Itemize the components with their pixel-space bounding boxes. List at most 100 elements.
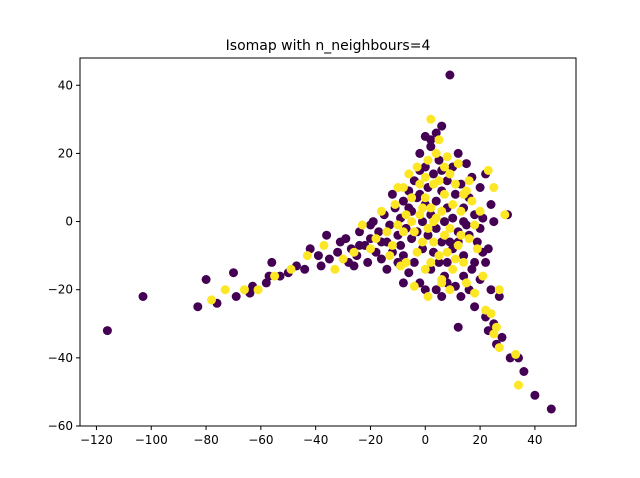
y-tick-label: −40 — [48, 351, 73, 365]
data-point-class-0 — [398, 278, 408, 288]
data-point-class-1 — [448, 264, 458, 274]
data-point-class-0 — [486, 285, 496, 295]
data-point-class-1 — [396, 261, 406, 271]
data-point-class-0 — [437, 237, 447, 247]
data-point-class-1 — [437, 206, 447, 216]
data-point-class-1 — [489, 183, 499, 192]
data-point-class-0 — [453, 322, 463, 332]
data-point-class-1 — [440, 189, 449, 199]
data-point-class-0 — [138, 292, 148, 301]
data-point-class-1 — [407, 217, 417, 227]
data-point-class-0 — [385, 220, 395, 230]
data-point-class-1 — [514, 380, 523, 390]
data-point-class-1 — [398, 227, 408, 237]
x-tick-label: −100 — [135, 433, 168, 447]
data-point-class-1 — [448, 200, 458, 209]
data-point-class-1 — [385, 251, 395, 261]
data-point-class-0 — [423, 230, 433, 240]
data-point-class-1 — [431, 148, 441, 158]
data-point-class-0 — [398, 251, 408, 261]
data-point-class-1 — [371, 234, 381, 244]
data-point-class-1 — [426, 257, 436, 267]
data-point-class-0 — [201, 275, 211, 284]
data-point-class-0 — [431, 128, 441, 138]
data-point-class-0 — [305, 244, 315, 254]
data-point-class-0 — [470, 257, 480, 267]
data-point-class-1 — [429, 237, 438, 247]
data-point-class-1 — [459, 257, 469, 267]
data-point-class-1 — [464, 176, 474, 186]
data-point-class-0 — [437, 121, 447, 131]
data-point-class-1 — [270, 271, 280, 281]
data-point-class-1 — [382, 227, 392, 237]
data-point-class-1 — [426, 114, 436, 124]
data-point-class-0 — [475, 183, 485, 192]
data-point-class-0 — [415, 148, 425, 158]
data-point-class-1 — [239, 285, 249, 295]
data-point-class-0 — [486, 200, 496, 209]
data-point-class-0 — [546, 404, 556, 414]
data-point-class-0 — [267, 257, 277, 267]
chart-title: Isomap with n_neighbours=4 — [226, 38, 431, 54]
data-point-class-1 — [453, 240, 463, 250]
data-point-class-1 — [450, 254, 460, 264]
y-tick-label: −20 — [48, 283, 73, 297]
data-point-class-0 — [102, 326, 112, 336]
data-point-class-1 — [459, 189, 469, 199]
data-point-class-0 — [300, 264, 310, 274]
data-point-class-1 — [393, 183, 403, 192]
data-point-class-0 — [497, 332, 507, 342]
data-point-class-0 — [322, 230, 332, 240]
data-point-class-1 — [445, 285, 455, 295]
data-point-class-1 — [418, 237, 427, 247]
data-point-class-0 — [396, 240, 406, 250]
data-point-class-0 — [366, 220, 375, 230]
x-tick-label: −120 — [80, 433, 113, 447]
data-point-class-1 — [445, 169, 455, 179]
data-point-class-1 — [470, 288, 480, 298]
data-point-class-1 — [472, 244, 482, 254]
data-point-class-1 — [418, 203, 427, 213]
data-point-class-0 — [530, 390, 540, 400]
data-point-class-0 — [374, 227, 384, 237]
data-point-class-0 — [519, 367, 529, 376]
y-tick-label: −60 — [48, 419, 73, 433]
data-point-class-0 — [229, 268, 238, 278]
data-point-class-1 — [420, 264, 430, 274]
data-point-class-0 — [261, 278, 271, 288]
data-point-class-0 — [459, 271, 469, 281]
data-point-class-1 — [401, 210, 411, 220]
data-point-class-0 — [478, 213, 488, 223]
y-tick-label: 40 — [58, 78, 73, 92]
data-point-class-0 — [418, 217, 427, 227]
plot-area — [80, 58, 576, 426]
data-point-class-1 — [445, 223, 455, 233]
data-point-class-0 — [437, 292, 447, 301]
data-point-class-1 — [434, 176, 444, 186]
data-point-class-0 — [456, 292, 466, 301]
data-point-class-1 — [434, 135, 444, 145]
data-point-class-0 — [420, 162, 430, 172]
data-point-class-1 — [486, 309, 496, 319]
data-point-class-1 — [464, 234, 474, 244]
data-point-class-1 — [412, 247, 422, 257]
data-point-class-0 — [434, 155, 444, 165]
data-point-class-0 — [440, 217, 449, 227]
data-point-class-0 — [398, 196, 408, 206]
data-point-class-1 — [456, 206, 466, 216]
data-point-class-1 — [470, 220, 480, 230]
data-point-class-0 — [459, 251, 469, 261]
data-point-class-0 — [193, 302, 203, 312]
data-point-class-1 — [390, 200, 400, 209]
data-point-class-1 — [450, 179, 460, 189]
data-point-class-0 — [316, 261, 326, 271]
data-point-class-0 — [382, 264, 392, 274]
data-point-class-1 — [415, 210, 425, 220]
data-point-class-1 — [475, 206, 485, 216]
data-point-class-0 — [363, 257, 373, 267]
data-point-class-1 — [461, 278, 471, 288]
data-point-class-0 — [431, 223, 441, 233]
data-point-class-1 — [330, 264, 340, 274]
data-point-class-1 — [500, 210, 510, 220]
data-point-class-0 — [355, 227, 364, 237]
